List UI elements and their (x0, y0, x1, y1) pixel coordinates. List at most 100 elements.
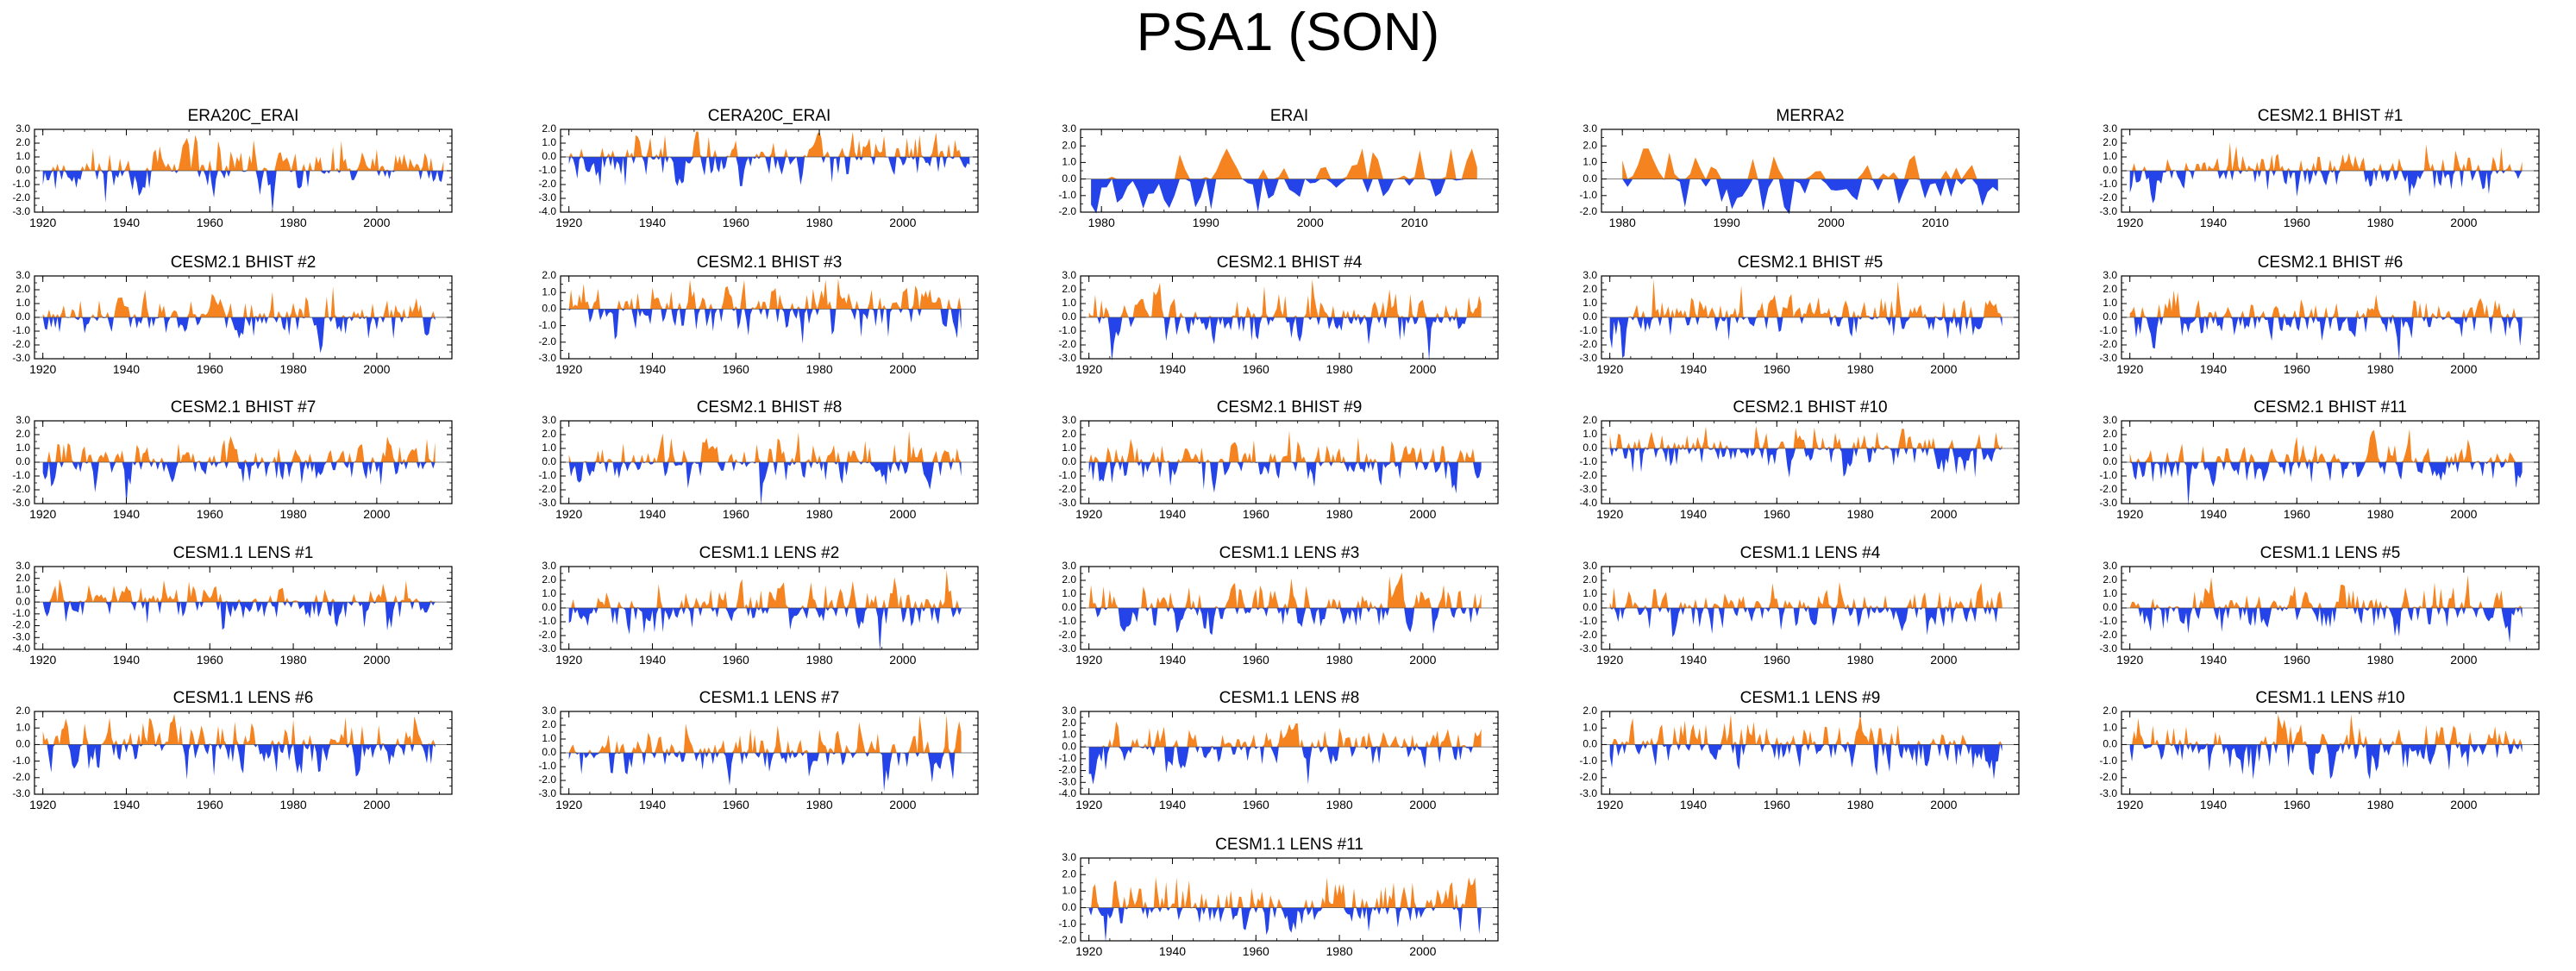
y-tick-label: -4.0 (1058, 787, 1076, 799)
panel: CESM2.1 BHIST #8 3.0 2.0 1.00.0 -1.0 -2.0 -3.0… (538, 398, 979, 521)
panel: CESM2.1 BHIST #1 3.02.0 1.0 0.0 -1.0-2.0-3.0… (2099, 107, 2540, 229)
y-tick-label: -2.0 (538, 335, 556, 348)
x-tick-label: 1960 (2284, 798, 2310, 811)
x-tick-label: 1980 (2367, 798, 2394, 811)
x-tick-label: 1940 (1680, 362, 1707, 376)
y-tick-label: -1.0 (538, 164, 556, 176)
negative-anomaly-area (42, 602, 436, 631)
x-tick-label: 1960 (197, 653, 223, 667)
y-tick-label: 2.0 (542, 718, 556, 730)
y-tick-label: -3.0 (2099, 497, 2117, 509)
negative-anomaly-area (1088, 317, 1482, 361)
y-tick-label: 0.0 (542, 455, 556, 467)
y-tick-label: 1.0 (542, 285, 556, 298)
panel-title: MERRA2 (1776, 107, 1844, 125)
panel: CESM1.1 LENS #8 3.02.01.00.0-1.0-2.0-3.0-… (1058, 689, 1499, 811)
y-tick-label: -2.0 (1058, 205, 1076, 217)
panel-title: CESM2.1 BHIST #11 (2253, 398, 2407, 417)
positive-anomaly-area (42, 135, 444, 171)
panel-title: CESM2.1 BHIST #8 (697, 398, 843, 417)
y-tick-label: -2.0 (12, 771, 30, 783)
panel: CESM2.1 BHIST #4 3.0 2.0 1.00.0-1.0 -2.0 -3.0… (1058, 254, 1499, 376)
positive-anomaly-area (568, 430, 962, 462)
y-tick-label: -1.0 (2099, 615, 2117, 627)
y-tick-label: -2.0 (12, 619, 30, 631)
x-tick-label: 1960 (2284, 362, 2310, 376)
x-tick-label: 1960 (723, 507, 749, 521)
positive-anomaly-area (568, 714, 962, 753)
y-tick-label: -1.0 (538, 469, 556, 481)
y-tick-label: 2.0 (2103, 705, 2117, 717)
y-tick-label: 2.0 (16, 572, 30, 584)
y-tick-label: -1.0 (2099, 469, 2117, 481)
x-tick-label: 1920 (2116, 653, 2143, 667)
x-tick-label: 1990 (1714, 216, 1740, 229)
y-tick-label: -3.0 (2099, 642, 2117, 655)
panel: MERRA2 3.0 2.0 1.0 0.0 -1.0 -2.0 1980 1990 2000 20… (1579, 107, 2020, 229)
x-tick-label: 1920 (1075, 362, 1102, 376)
y-tick-label: -3.0 (12, 497, 30, 509)
y-tick-label: 1.0 (2103, 587, 2117, 599)
y-tick-label: 1.0 (2103, 297, 2117, 309)
panel-title: CESM2.1 BHIST #6 (2258, 254, 2404, 272)
y-tick-label: 2.0 (1583, 139, 1597, 151)
x-tick-label: 1980 (806, 216, 833, 229)
panel-title: CESM2.1 BHIST #1 (2258, 107, 2404, 125)
y-tick-label: -3.0 (538, 352, 556, 364)
y-tick-label: -4.0 (538, 205, 556, 217)
negative-anomaly-area (42, 744, 436, 780)
y-tick-label: -1.0 (2099, 324, 2117, 336)
x-tick-label: 1960 (2284, 216, 2310, 229)
x-tick-label: 2010 (1922, 216, 1949, 229)
panel: CESM2.1 BHIST #5 3.0 2.0 1.00.0-1.0 -2.0 -3.0… (1579, 254, 2020, 376)
x-tick-label: 1980 (806, 653, 833, 667)
y-tick-label: -2.0 (1579, 338, 1597, 350)
x-tick-label: 1940 (639, 362, 666, 376)
y-tick-label: -2.0 (538, 178, 556, 190)
x-tick-label: 1940 (639, 507, 666, 521)
positive-anomaly-area (568, 569, 962, 608)
y-tick-label: 3.0 (1062, 122, 1076, 135)
panel: CESM2.1 BHIST #3 2.0 1.0 0.0 -1.0 -2.0 -3.0192… (538, 254, 979, 376)
x-tick-label: 1940 (1159, 944, 1186, 958)
panel: CESM1.1 LENS #11 3.0 2.0 1.0 0.0 -1.0 -2.01920… (1058, 836, 1499, 958)
x-tick-label: 1940 (2200, 507, 2227, 521)
panel-title: CESM1.1 LENS #10 (2255, 689, 2404, 707)
y-tick-label: 1.0 (1583, 297, 1597, 309)
x-tick-label: 1920 (29, 362, 56, 376)
y-tick-label: 1.0 (542, 442, 556, 454)
y-tick-label: -1.0 (1579, 755, 1597, 767)
y-tick-label: -2.0 (538, 483, 556, 495)
y-tick-label: 3.0 (2103, 122, 2117, 135)
negative-anomaly-area (1088, 907, 1482, 943)
x-tick-label: 1980 (1847, 653, 1874, 667)
x-tick-label: 1960 (197, 216, 223, 229)
y-tick-label: 3.0 (1583, 269, 1597, 281)
y-tick-label: 0.0 (542, 601, 556, 613)
y-tick-label: -1.0 (1058, 918, 1076, 930)
positive-anomaly-area (1622, 148, 1998, 179)
y-tick-label: 1.0 (1062, 587, 1076, 599)
y-tick-label: 1.0 (1583, 156, 1597, 168)
y-tick-label: -1.0 (538, 319, 556, 331)
y-tick-label: -3.0 (1579, 483, 1597, 495)
y-tick-label: 2.0 (1583, 705, 1597, 717)
y-tick-label: -1.0 (1579, 455, 1597, 467)
y-tick-label: 1.0 (1583, 721, 1597, 733)
positive-anomaly-area (1609, 426, 2003, 448)
x-tick-label: 1920 (29, 653, 56, 667)
negative-anomaly-area (568, 462, 962, 506)
x-tick-label: 1920 (555, 362, 582, 376)
negative-anomaly-area (1609, 744, 2003, 780)
x-tick-label: 2000 (1930, 362, 1957, 376)
negative-anomaly-area (42, 462, 436, 506)
x-tick-label: 1980 (806, 362, 833, 376)
panel: CESM2.1 BHIST #6 3.0 2.0 1.00.0-1.0 -2.0 -3.0… (2099, 254, 2540, 376)
negative-anomaly-area (1088, 462, 1482, 494)
y-tick-label: -1.0 (1058, 189, 1076, 201)
y-tick-label: 2.0 (542, 122, 556, 135)
y-tick-label: -3.0 (1058, 775, 1076, 787)
y-tick-label: 2.0 (2103, 573, 2117, 586)
panel-title: ERA20C_ERAI (188, 107, 299, 125)
